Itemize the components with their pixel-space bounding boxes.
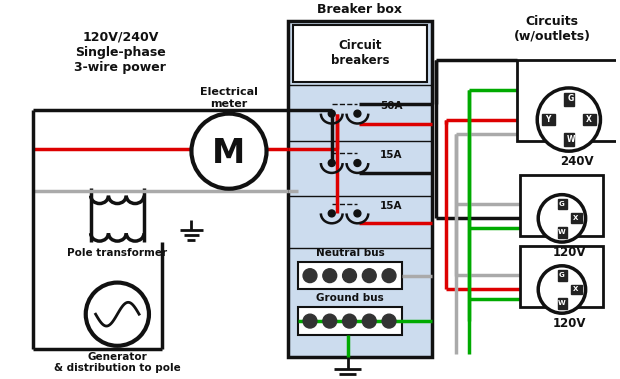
Text: 120V: 120V bbox=[553, 317, 587, 330]
Bar bbox=[558, 270, 567, 280]
Circle shape bbox=[354, 110, 361, 117]
Circle shape bbox=[328, 160, 335, 166]
Text: Pole transformer: Pole transformer bbox=[68, 248, 167, 258]
Circle shape bbox=[343, 314, 356, 328]
Bar bbox=[558, 298, 567, 309]
Circle shape bbox=[362, 314, 376, 328]
Text: W: W bbox=[567, 135, 575, 144]
Circle shape bbox=[362, 269, 376, 283]
Bar bbox=[558, 227, 567, 238]
Text: Neutral bus: Neutral bus bbox=[316, 248, 384, 258]
Bar bbox=[288, 21, 432, 357]
Bar bbox=[583, 114, 596, 125]
Text: 50A: 50A bbox=[380, 101, 402, 111]
Bar bbox=[571, 285, 582, 294]
Text: Circuits
(w/outlets): Circuits (w/outlets) bbox=[513, 15, 590, 43]
Bar bbox=[293, 25, 427, 82]
Circle shape bbox=[538, 266, 586, 313]
Circle shape bbox=[303, 314, 317, 328]
Bar bbox=[298, 307, 402, 335]
Circle shape bbox=[382, 269, 396, 283]
Bar bbox=[520, 246, 603, 307]
Bar bbox=[564, 93, 574, 106]
Circle shape bbox=[303, 269, 317, 283]
Circle shape bbox=[537, 88, 600, 151]
Circle shape bbox=[323, 269, 337, 283]
Text: Y: Y bbox=[546, 115, 551, 124]
Text: Circuit
breakers: Circuit breakers bbox=[330, 39, 389, 67]
Bar bbox=[558, 199, 567, 210]
Text: W: W bbox=[558, 229, 566, 235]
Text: 15A: 15A bbox=[380, 150, 402, 160]
Circle shape bbox=[382, 314, 396, 328]
Bar bbox=[518, 60, 620, 141]
Circle shape bbox=[538, 195, 586, 242]
Text: X: X bbox=[573, 215, 578, 221]
Text: Generator
& distribution to pole: Generator & distribution to pole bbox=[54, 352, 180, 373]
Text: M: M bbox=[213, 137, 246, 170]
Text: G: G bbox=[559, 200, 565, 207]
Text: Breaker box: Breaker box bbox=[317, 3, 402, 16]
Text: 120V: 120V bbox=[553, 246, 587, 259]
Text: Ground bus: Ground bus bbox=[316, 293, 384, 303]
Text: X: X bbox=[573, 287, 578, 293]
Text: X: X bbox=[586, 115, 591, 124]
Bar bbox=[298, 262, 402, 290]
Circle shape bbox=[328, 210, 335, 217]
Text: 15A: 15A bbox=[380, 200, 402, 210]
Circle shape bbox=[86, 283, 149, 346]
Text: Electrical
meter: Electrical meter bbox=[200, 87, 258, 109]
Text: G: G bbox=[568, 94, 574, 103]
Bar bbox=[542, 114, 555, 125]
Circle shape bbox=[354, 210, 361, 217]
Bar bbox=[564, 133, 574, 146]
Bar bbox=[520, 175, 603, 236]
Circle shape bbox=[328, 110, 335, 117]
Bar bbox=[571, 213, 582, 223]
Text: G: G bbox=[559, 272, 565, 278]
Circle shape bbox=[343, 269, 356, 283]
Circle shape bbox=[354, 160, 361, 166]
Text: W: W bbox=[558, 300, 566, 306]
Text: 120V/240V
Single-phase
3-wire power: 120V/240V Single-phase 3-wire power bbox=[74, 31, 166, 74]
Text: 240V: 240V bbox=[560, 155, 593, 168]
Circle shape bbox=[323, 314, 337, 328]
Circle shape bbox=[192, 114, 267, 189]
